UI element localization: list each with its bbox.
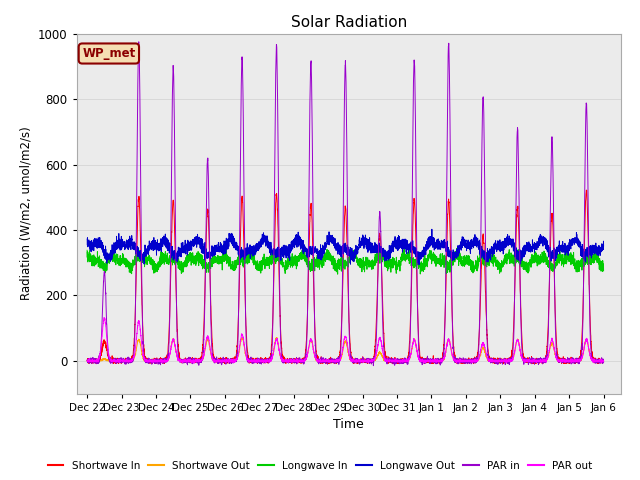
Y-axis label: Radiation (W/m2, umol/m2/s): Radiation (W/m2, umol/m2/s) [20,127,33,300]
Title: Solar Radiation: Solar Radiation [291,15,407,30]
Legend: Shortwave In, Shortwave Out, Longwave In, Longwave Out, PAR in, PAR out: Shortwave In, Shortwave Out, Longwave In… [44,456,596,475]
X-axis label: Time: Time [333,418,364,431]
Text: WP_met: WP_met [82,47,136,60]
